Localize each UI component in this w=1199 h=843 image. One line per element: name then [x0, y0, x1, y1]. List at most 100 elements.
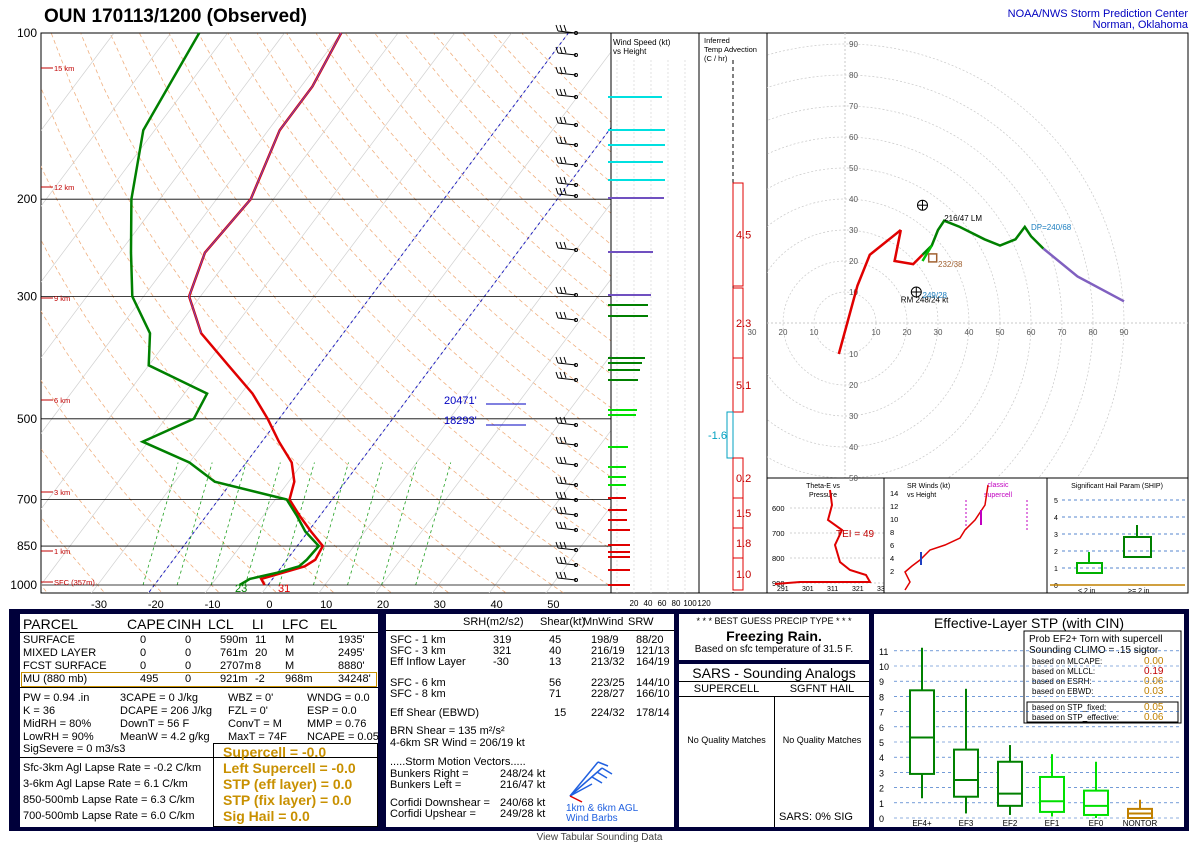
stp-box	[909, 689, 935, 775]
kin-cell: SFC - 6 km	[390, 677, 446, 689]
parcel-cell: M	[285, 660, 295, 672]
pressure-label: 850	[17, 539, 37, 553]
srw-ytick: 6	[890, 541, 894, 550]
lapse-rate: 3-6km Agl Lapse Rate = 6.1 C/km	[23, 778, 188, 790]
isotherms	[41, 33, 611, 593]
tadv-title-1: Inferred	[704, 36, 730, 45]
parcel-cell: MU (880 mb)	[23, 673, 88, 685]
parcel-cell: 0	[140, 634, 147, 646]
storm-motion: 248/24 kt	[500, 768, 546, 780]
index-cell: ESP = 0.0	[307, 705, 357, 717]
parcel-cell: 11	[255, 634, 267, 646]
kin-cell: 45	[549, 634, 562, 646]
eff-shear: 224/32	[591, 707, 625, 719]
storm-motion: 216/47 kt	[500, 779, 546, 791]
hodo-label-rm: RM 248/24 kt	[901, 296, 949, 305]
temp-tick: 0	[266, 599, 272, 609]
kin-cell: 13	[549, 656, 562, 668]
index-cell: WBZ = 0'	[228, 692, 274, 704]
wind-barb	[557, 317, 577, 321]
index-cell: NCAPE = 0.05	[307, 731, 379, 743]
kin-cell: 71	[549, 688, 562, 700]
windspeed-title-2: vs Height	[613, 47, 647, 56]
param-value: Supercell = -0.0	[223, 744, 327, 760]
storm-motion: Bunkers Right =	[390, 768, 469, 780]
srw-ytick: 10	[890, 515, 898, 524]
hodo-tick: 10	[810, 328, 819, 337]
stp-cat: EF1	[1045, 819, 1060, 827]
ship-ytick: 0	[1054, 583, 1058, 590]
page-title: OUN 170113/1200 (Observed)	[44, 6, 307, 27]
kin-cell: 198/9	[591, 634, 619, 646]
windspeed-title-1: Wind Speed (kt)	[613, 38, 671, 47]
thetae-ytick: 800	[772, 554, 785, 563]
temp-tick: -20	[148, 599, 164, 609]
stp-cat: EF3	[959, 819, 974, 827]
wind-barb	[557, 512, 577, 516]
hodo-trace	[837, 229, 902, 355]
tadv-bar	[732, 182, 744, 287]
parcel-cell: MIXED LAYER	[23, 647, 97, 659]
wind-barb	[557, 72, 577, 76]
ship-ytick: 3	[1054, 532, 1058, 539]
kin-cell: 321	[493, 645, 512, 657]
brn-shear: BRN Shear = 135 m²/s²	[390, 725, 505, 737]
param-value: Sig Hail = 0.0	[223, 808, 310, 824]
pressure-label: 500	[17, 412, 37, 426]
wind-barbs	[555, 24, 578, 582]
stp-box	[953, 748, 979, 798]
precip-header: * * * BEST GUESS PRECIP TYPE * * *	[696, 616, 852, 626]
tadv-label: 4.5	[736, 230, 751, 242]
tadv-bar	[726, 411, 734, 459]
kin-cell: 166/10	[636, 688, 670, 700]
ship-ytick: 2	[1054, 549, 1058, 556]
parcel-cell: 8	[255, 660, 262, 672]
tadv-label: 2.3	[736, 318, 751, 330]
eff-shear: Eff Shear (EBWD)	[390, 707, 480, 719]
height-label: 3 km	[54, 488, 70, 497]
stp-cat: EF0	[1089, 819, 1104, 827]
index-cell: ConvT = M	[228, 718, 282, 730]
hodo-trace	[921, 219, 1045, 256]
wind-speed-bars	[608, 96, 665, 586]
footer-link[interactable]: View Tabular Sounding Data	[536, 832, 663, 843]
stp-row-value: 0.00	[1144, 656, 1164, 667]
parcel-header: LFC	[282, 616, 309, 632]
height-label: 15 km	[54, 64, 74, 73]
ship-legend-2: >= 2 in	[1128, 588, 1150, 595]
srw-label-2: supercell	[984, 492, 1012, 499]
parcel-cell: 0	[185, 673, 192, 685]
stp-ytick: 11	[879, 647, 888, 657]
sr-winds-plot: SR Winds (kt) vs Height 14 12 10 8 6 4 2 classic s…	[890, 482, 1028, 591]
index-cell: MeanW = 4.2 g/kg	[120, 731, 210, 743]
kin-cell: 164/19	[636, 656, 670, 668]
stp-row-label: based on EBWD:	[1032, 687, 1093, 696]
stp-cat: NONTOR	[1123, 819, 1158, 827]
stp-row-value: 0.06	[1144, 712, 1164, 723]
pressure-label: 1000	[10, 578, 37, 592]
srw-trace	[904, 484, 989, 591]
pressure-label: 300	[17, 289, 37, 303]
dry-adiabats	[41, 33, 611, 593]
parcel-cell: 34248'	[338, 673, 371, 685]
precip-type: Freezing Rain.	[726, 628, 822, 644]
sounding-traces	[129, 32, 343, 587]
height-label: 1 km	[54, 547, 70, 556]
parcel-cell: 8880'	[338, 660, 365, 672]
tadv-label: 1.5	[736, 508, 751, 520]
parcel-cell: 1935'	[338, 634, 365, 646]
kin-cell: 213/32	[591, 656, 625, 668]
height-label: 12 km	[54, 183, 74, 192]
stp-box	[997, 760, 1023, 807]
level-height-1: 20471'	[444, 395, 477, 407]
pressure-label: 200	[17, 192, 37, 206]
srw-ytick: 4	[890, 554, 894, 563]
parcel-cell: 2707m	[220, 660, 254, 672]
parcel-cell: 0	[185, 660, 192, 672]
parcel-cell: SURFACE	[23, 634, 75, 646]
hodo-label-lm: 216/47 LM	[944, 214, 982, 223]
sars-panel: SARS - Sounding Analogs SUPERCELL SGFNT …	[679, 664, 869, 827]
kin-cell: -30	[493, 656, 509, 668]
parcel-trace	[188, 32, 342, 334]
